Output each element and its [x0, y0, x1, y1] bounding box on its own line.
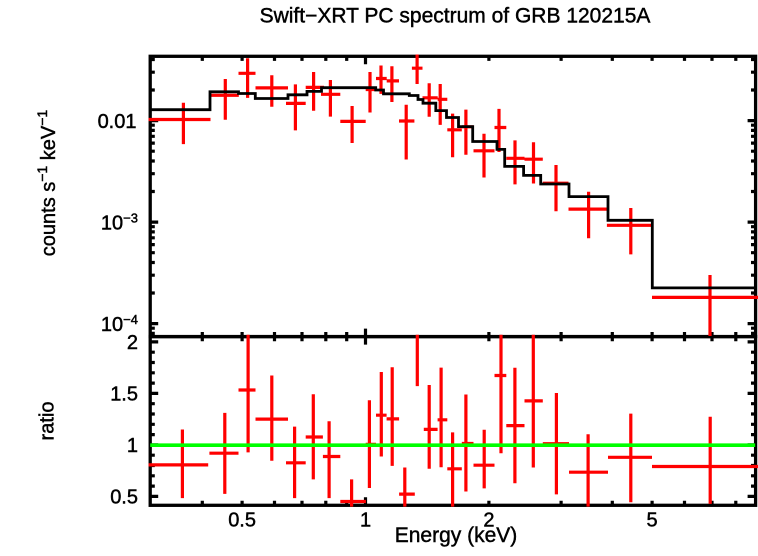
- svg-text:1.5: 1.5: [110, 384, 138, 406]
- svg-text:1: 1: [127, 435, 138, 457]
- svg-text:Swift−XRT PC spectrum of GRB 1: Swift−XRT PC spectrum of GRB 120215A: [260, 5, 651, 28]
- svg-text:Energy (keV): Energy (keV): [395, 524, 518, 547]
- svg-text:0.5: 0.5: [110, 487, 138, 509]
- svg-text:5: 5: [647, 510, 658, 532]
- svg-text:0.01: 0.01: [98, 111, 137, 133]
- svg-text:0.5: 0.5: [228, 510, 256, 532]
- svg-text:ratio: ratio: [37, 402, 59, 441]
- svg-text:2: 2: [127, 332, 138, 354]
- svg-text:2: 2: [483, 510, 494, 532]
- svg-text:counts s−1 keV−1: counts s−1 keV−1: [34, 110, 60, 257]
- svg-text:1: 1: [360, 510, 371, 532]
